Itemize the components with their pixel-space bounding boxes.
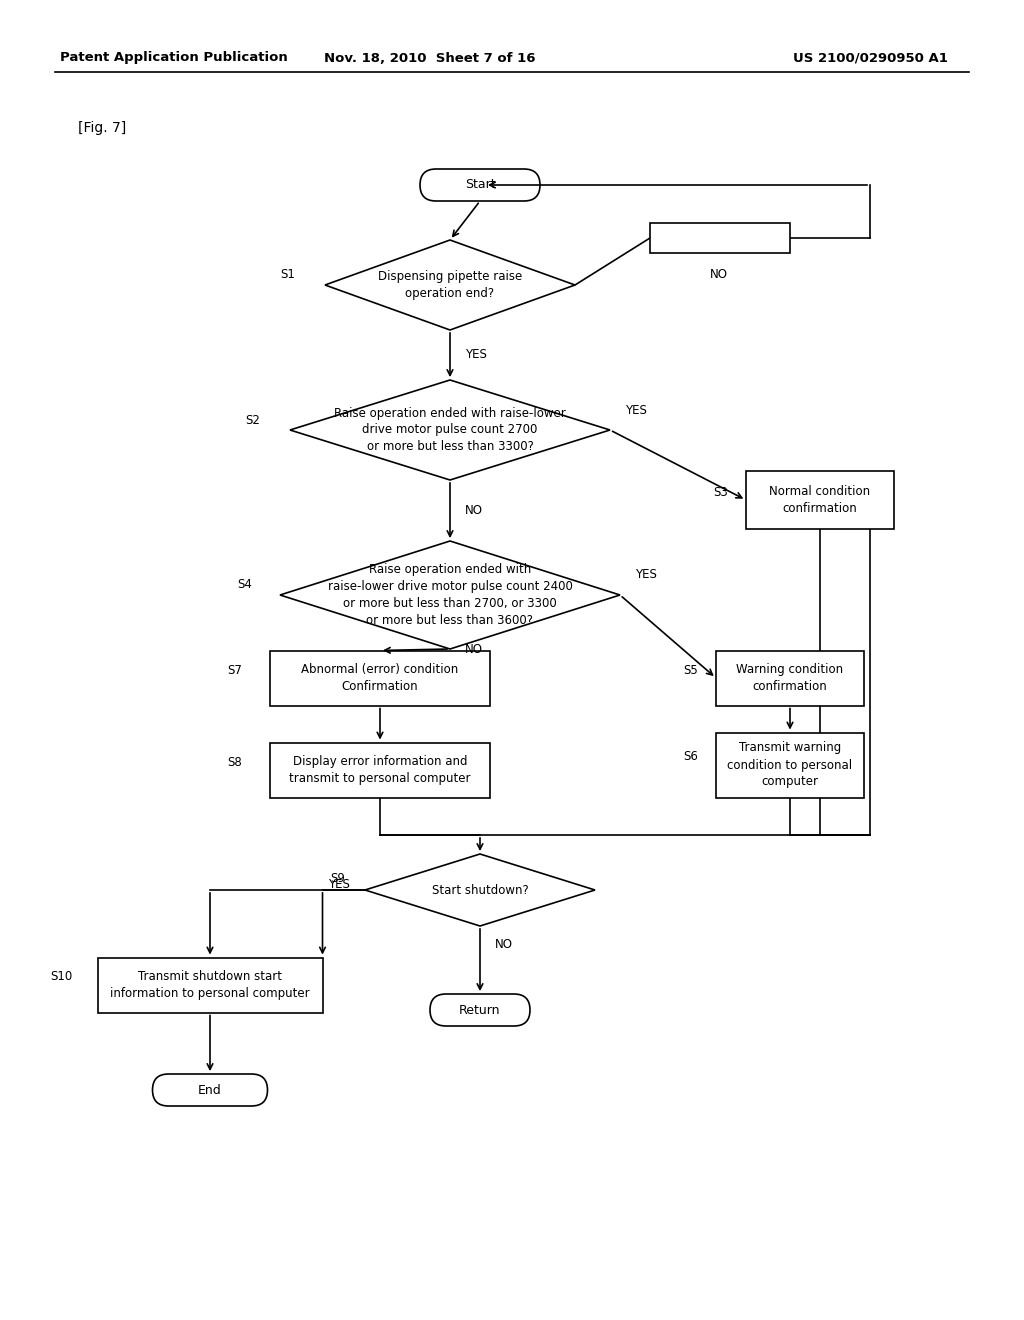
Text: S3: S3 <box>714 486 728 499</box>
Text: Transmit shutdown start
information to personal computer: Transmit shutdown start information to p… <box>111 970 310 1001</box>
Bar <box>97 957 323 1012</box>
Text: S10: S10 <box>50 970 73 983</box>
Text: Normal condition
confirmation: Normal condition confirmation <box>769 484 870 515</box>
Bar <box>716 733 864 797</box>
Text: S5: S5 <box>683 664 698 676</box>
Bar <box>716 651 864 705</box>
Text: S6: S6 <box>683 751 698 763</box>
Text: US 2100/0290950 A1: US 2100/0290950 A1 <box>793 51 947 65</box>
Text: Warning condition
confirmation: Warning condition confirmation <box>736 663 844 693</box>
Text: Start shutdown?: Start shutdown? <box>432 883 528 896</box>
Text: Transmit warning
condition to personal
computer: Transmit warning condition to personal c… <box>727 742 853 788</box>
Polygon shape <box>290 380 610 480</box>
Text: Return: Return <box>459 1003 501 1016</box>
Text: NO: NO <box>710 268 728 281</box>
Text: Raise operation ended with
raise-lower drive motor pulse count 2400
or more but : Raise operation ended with raise-lower d… <box>328 564 572 627</box>
Text: YES: YES <box>465 348 486 362</box>
Bar <box>270 651 490 705</box>
Polygon shape <box>325 240 575 330</box>
Text: YES: YES <box>635 569 656 582</box>
Bar <box>650 223 790 253</box>
Text: S4: S4 <box>238 578 252 591</box>
FancyBboxPatch shape <box>153 1074 267 1106</box>
Polygon shape <box>280 541 620 649</box>
Text: End: End <box>198 1084 222 1097</box>
Text: [Fig. 7]: [Fig. 7] <box>78 121 126 135</box>
Text: S2: S2 <box>245 413 260 426</box>
Text: Dispensing pipette raise
operation end?: Dispensing pipette raise operation end? <box>378 271 522 300</box>
Text: NO: NO <box>465 504 483 517</box>
Text: NO: NO <box>465 643 483 656</box>
Text: Start: Start <box>465 178 496 191</box>
Text: Patent Application Publication: Patent Application Publication <box>60 51 288 65</box>
Text: S7: S7 <box>227 664 242 676</box>
Text: S1: S1 <box>281 268 295 281</box>
Bar <box>746 471 894 529</box>
Text: S9: S9 <box>330 871 345 884</box>
Text: NO: NO <box>495 937 513 950</box>
Text: S8: S8 <box>227 755 242 768</box>
Polygon shape <box>365 854 595 927</box>
Text: Nov. 18, 2010  Sheet 7 of 16: Nov. 18, 2010 Sheet 7 of 16 <box>325 51 536 65</box>
Text: YES: YES <box>328 879 350 891</box>
Bar <box>270 742 490 797</box>
Text: Display error information and
transmit to personal computer: Display error information and transmit t… <box>289 755 471 785</box>
Text: Abnormal (error) condition
Confirmation: Abnormal (error) condition Confirmation <box>301 663 459 693</box>
FancyBboxPatch shape <box>430 994 530 1026</box>
Text: Raise operation ended with raise-lower
drive motor pulse count 2700
or more but : Raise operation ended with raise-lower d… <box>334 407 566 454</box>
Text: YES: YES <box>625 404 647 417</box>
FancyBboxPatch shape <box>420 169 540 201</box>
